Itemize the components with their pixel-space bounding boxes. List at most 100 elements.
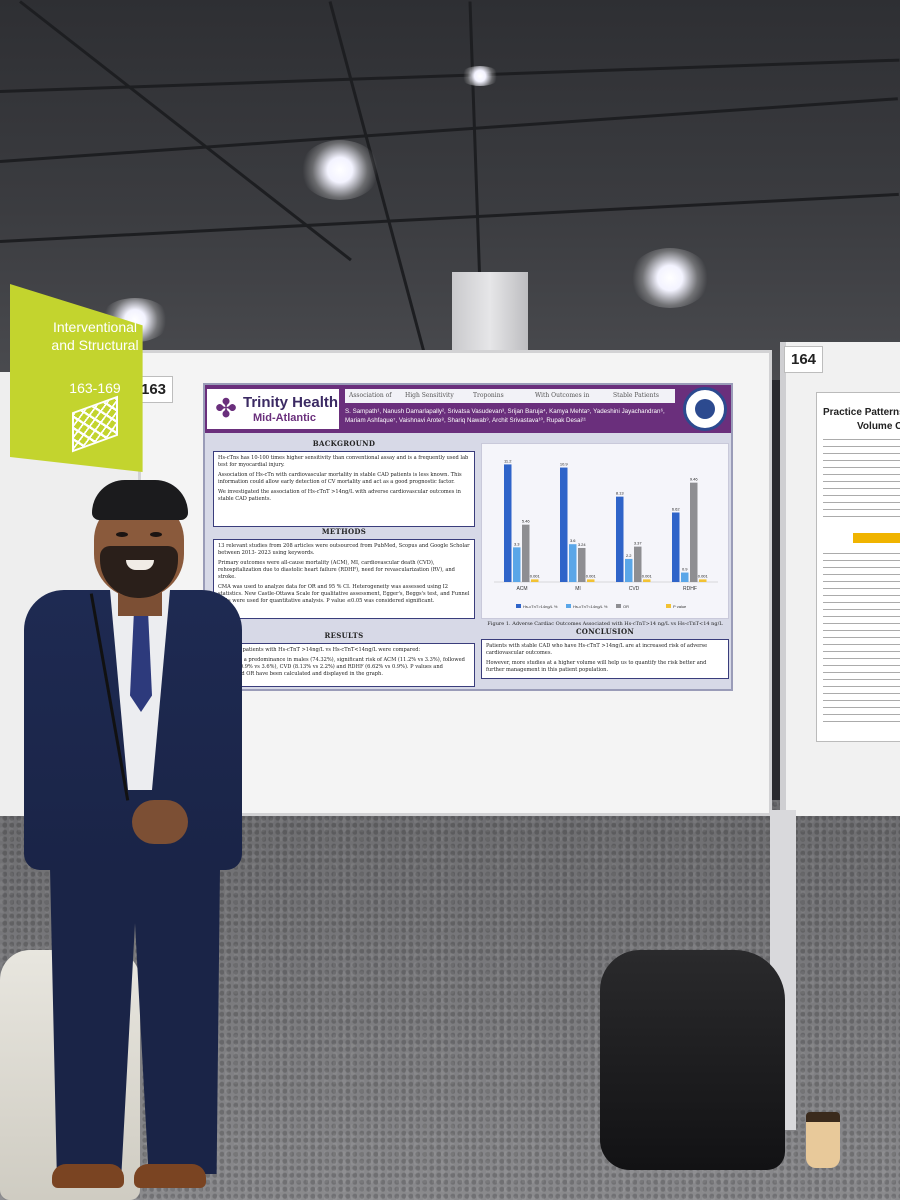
ceiling-truss bbox=[0, 192, 899, 243]
methods-item: 13 relevant studies from 208 articles we… bbox=[218, 543, 470, 556]
chart-bar bbox=[560, 467, 568, 582]
chart-bar bbox=[504, 464, 512, 582]
bar-value-label: 8.13 bbox=[616, 491, 625, 496]
ceiling-truss bbox=[328, 1, 441, 408]
ceiling-truss bbox=[0, 97, 898, 163]
conclusion-item: Patients with stable CAD who have Hs-cTn… bbox=[486, 643, 708, 656]
tie bbox=[130, 602, 152, 712]
title-word: Stable Patients bbox=[613, 392, 659, 399]
chart-bar bbox=[643, 579, 651, 582]
clasped-hands bbox=[132, 800, 188, 844]
research-poster: ✤ Trinity Health Mid-Atlantic Associatio… bbox=[203, 383, 733, 691]
chart-bar bbox=[522, 524, 530, 582]
ceiling-light bbox=[300, 140, 380, 200]
ceiling-light bbox=[460, 66, 500, 86]
figure-caption: Figure 1. Adverse Cardiac Outcomes Assoc… bbox=[487, 621, 723, 627]
ceiling-truss bbox=[0, 58, 900, 93]
left-shoe bbox=[52, 1164, 124, 1188]
bar-value-label: 0.001 bbox=[586, 573, 597, 578]
chart-bar bbox=[625, 558, 633, 582]
bar-value-label: 6.62 bbox=[672, 506, 681, 511]
title-word: Troponins bbox=[473, 392, 504, 399]
figure-1-chart: 11.2 3.3 5.46 0.001 ACM 10.9 3.6 3.24 0.001 MI 8.1… bbox=[481, 443, 729, 619]
background-item: Association of Hs-cTn with cardiovascula… bbox=[218, 472, 462, 485]
conclusion-section: Patients with stable CAD who have Hs-cTn… bbox=[481, 639, 729, 679]
ceiling bbox=[0, 0, 900, 408]
left-eye bbox=[116, 532, 128, 537]
legend-swatch bbox=[566, 604, 571, 608]
category-tick-label: CVD bbox=[629, 586, 640, 592]
conclusion-heading: CONCLUSION bbox=[575, 627, 635, 636]
chart-bar bbox=[578, 547, 586, 582]
category-tick-label: RDHF bbox=[683, 586, 697, 592]
title-word: High Sensitivity bbox=[405, 392, 454, 399]
background-heading: BACKGROUND bbox=[312, 439, 376, 448]
chart-bar bbox=[513, 547, 521, 582]
bar-chart: 11.2 3.3 5.46 0.001 ACM 10.9 3.63.24 0.001 MI 8.1… bbox=[494, 458, 718, 609]
right-poster-subtitle: Volume CTO bbox=[857, 421, 900, 432]
results-section: MACE in patients with Hs-cTnT >14ng/L vs… bbox=[213, 643, 475, 687]
results-item: MACE in patients with Hs-cTnT >14ng/L vs… bbox=[218, 647, 421, 653]
chart-bar bbox=[699, 579, 707, 582]
legend-label: Hs-cTnT<14ng/L % bbox=[573, 604, 608, 609]
trinity-leaf-icon: ✤ bbox=[215, 393, 237, 423]
chart-bar bbox=[616, 496, 624, 582]
right-poster-highlight bbox=[853, 533, 900, 543]
presenter bbox=[22, 480, 252, 1200]
track-sign-title: Interventional and Structural bbox=[51, 319, 139, 353]
methods-item: CMA was used to analyze data for OR and … bbox=[218, 584, 470, 604]
chart-bar bbox=[672, 512, 680, 582]
methods-section: 13 relevant studies from 208 articles we… bbox=[213, 539, 475, 619]
legend-swatch bbox=[666, 604, 671, 608]
right-eye bbox=[150, 532, 162, 537]
suit-trousers bbox=[50, 868, 220, 1174]
trinity-health-logo: ✤ Trinity Health Mid-Atlantic bbox=[207, 389, 339, 429]
ceiling-truss bbox=[19, 0, 352, 262]
pillar bbox=[452, 272, 528, 362]
legend-label: P value bbox=[673, 604, 687, 609]
legend-label: Hs-cTnT>14ng/L % bbox=[523, 604, 558, 609]
right-poster: Practice Patterns Volume CTO bbox=[816, 392, 900, 742]
results-heading: RESULTS bbox=[324, 631, 364, 640]
board-number-164: 164 bbox=[784, 346, 824, 373]
title-word: With Outcomes in bbox=[535, 392, 590, 399]
legend-label: OR bbox=[623, 604, 629, 609]
poster-title: Association of High Sensitivity Troponin… bbox=[345, 389, 675, 403]
right-poster-text bbox=[823, 553, 900, 723]
right-poster-text bbox=[823, 439, 900, 519]
track-sign: Interventional and Structural 163-169 bbox=[10, 284, 143, 472]
poster-board-right: Practice Patterns Volume CTO bbox=[780, 342, 900, 816]
poster-authors: S. Sampath¹, Nanush Damarlapally², Sriva… bbox=[345, 408, 665, 424]
chart-bar bbox=[587, 579, 595, 582]
bar-value-label: 0.9 bbox=[682, 567, 688, 572]
track-sign-range: 163-169 bbox=[69, 380, 121, 396]
bar-value-label: 10.9 bbox=[560, 462, 569, 467]
category-tick-label: ACM bbox=[516, 586, 527, 592]
acc-seal-icon bbox=[683, 387, 727, 431]
chart-bar bbox=[531, 579, 539, 582]
results-item: We noted a predominance in males (74.32%… bbox=[218, 657, 465, 677]
chart-bar bbox=[569, 544, 577, 582]
bar-value-label: 0.001 bbox=[642, 573, 653, 578]
bar-value-label: 2.2 bbox=[626, 553, 632, 558]
legend-swatch bbox=[616, 604, 621, 608]
title-word: Association of bbox=[349, 392, 392, 399]
bar-value-label: 9.46 bbox=[690, 477, 699, 482]
ceiling-truss bbox=[468, 1, 482, 282]
category-tick-label: MI bbox=[575, 586, 581, 592]
logo-subtitle: Mid-Atlantic bbox=[253, 412, 316, 424]
hair bbox=[92, 480, 188, 520]
chart-bar bbox=[690, 482, 698, 582]
chart-bar bbox=[634, 546, 642, 582]
bar-value-label: 3.37 bbox=[634, 541, 643, 546]
bar-value-label: 0.001 bbox=[698, 573, 709, 578]
logo-name: Trinity Health bbox=[243, 394, 339, 411]
legend-swatch bbox=[516, 604, 521, 608]
stent-icon bbox=[72, 395, 118, 453]
methods-heading: METHODS bbox=[321, 527, 367, 536]
conclusion-item: However, more studies at a higher volume… bbox=[486, 660, 707, 673]
bar-value-label: 11.2 bbox=[504, 458, 512, 463]
right-shoe bbox=[134, 1164, 206, 1188]
poster-header: ✤ Trinity Health Mid-Atlantic Associatio… bbox=[205, 385, 731, 433]
